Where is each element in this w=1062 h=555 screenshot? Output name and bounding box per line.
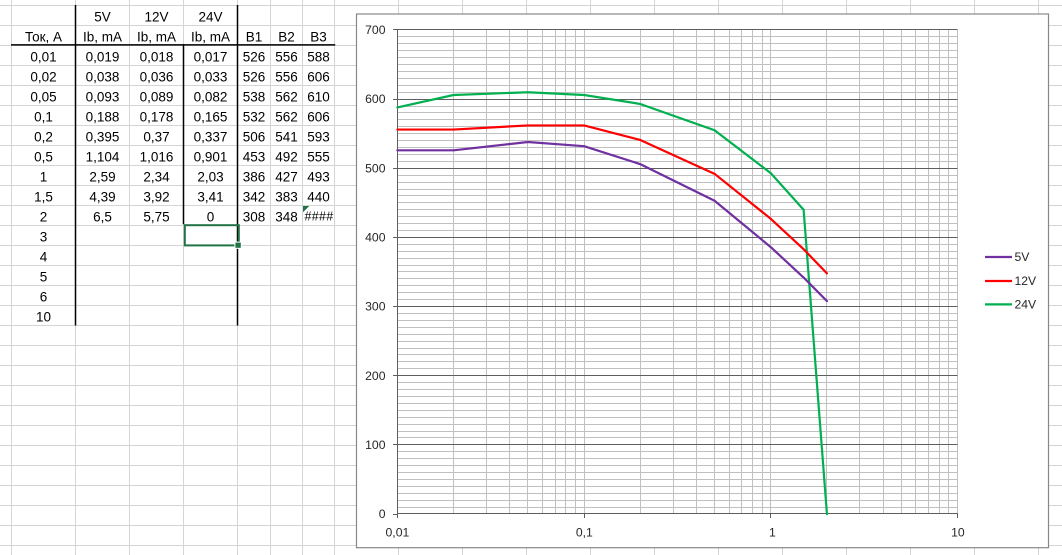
svg-text:600: 600 xyxy=(365,92,386,106)
svg-text:0,395: 0,395 xyxy=(86,129,120,144)
svg-text:493: 493 xyxy=(307,169,330,184)
svg-text:2,59: 2,59 xyxy=(89,169,115,184)
svg-text:593: 593 xyxy=(307,129,330,144)
svg-text:526: 526 xyxy=(243,49,266,64)
svg-text:427: 427 xyxy=(275,169,298,184)
svg-text:0,165: 0,165 xyxy=(194,109,228,124)
svg-text:3,92: 3,92 xyxy=(143,189,169,204)
svg-text:588: 588 xyxy=(307,49,330,64)
svg-text:2: 2 xyxy=(40,209,48,224)
svg-text:5V: 5V xyxy=(1015,250,1031,264)
svg-text:0,01: 0,01 xyxy=(386,526,410,540)
svg-text:555: 555 xyxy=(307,149,330,164)
svg-text:0,093: 0,093 xyxy=(86,89,120,104)
svg-text:308: 308 xyxy=(243,209,266,224)
svg-text:3,41: 3,41 xyxy=(197,189,223,204)
svg-text:0,038: 0,038 xyxy=(86,69,120,84)
svg-text:0,017: 0,017 xyxy=(194,49,228,64)
svg-text:1: 1 xyxy=(769,526,776,540)
svg-text:610: 610 xyxy=(307,89,330,104)
svg-text:10: 10 xyxy=(951,526,965,540)
svg-text:12V: 12V xyxy=(1015,274,1038,288)
svg-text:0,05: 0,05 xyxy=(30,89,56,104)
svg-text:0,018: 0,018 xyxy=(140,49,174,64)
svg-text:0,37: 0,37 xyxy=(143,129,169,144)
svg-text:24V: 24V xyxy=(1015,298,1038,312)
svg-text:453: 453 xyxy=(243,149,266,164)
svg-text:24V: 24V xyxy=(198,9,222,24)
svg-text:B2: B2 xyxy=(278,29,295,44)
svg-text:0: 0 xyxy=(379,507,386,521)
svg-text:Ib, mA: Ib, mA xyxy=(191,29,230,44)
svg-text:0,901: 0,901 xyxy=(194,149,228,164)
svg-text:0,089: 0,089 xyxy=(140,89,174,104)
svg-text:B1: B1 xyxy=(246,29,263,44)
svg-text:0,1: 0,1 xyxy=(34,109,53,124)
svg-text:0,02: 0,02 xyxy=(30,69,56,84)
svg-text:1,5: 1,5 xyxy=(34,189,53,204)
svg-text:0,5: 0,5 xyxy=(34,149,53,164)
svg-text:0,036: 0,036 xyxy=(140,69,174,84)
svg-text:0,082: 0,082 xyxy=(194,89,228,104)
svg-text:5V: 5V xyxy=(94,9,111,24)
svg-text:1,016: 1,016 xyxy=(140,149,174,164)
svg-text:200: 200 xyxy=(365,369,386,383)
svg-text:526: 526 xyxy=(243,69,266,84)
svg-text:Ток, А: Ток, А xyxy=(25,29,62,44)
svg-text:4: 4 xyxy=(40,249,48,264)
svg-text:0,337: 0,337 xyxy=(194,129,228,144)
svg-text:0,033: 0,033 xyxy=(194,69,228,84)
svg-text:606: 606 xyxy=(307,69,330,84)
svg-text:383: 383 xyxy=(275,189,298,204)
svg-text:342: 342 xyxy=(243,189,266,204)
svg-text:1: 1 xyxy=(40,169,48,184)
svg-text:6,5: 6,5 xyxy=(93,209,112,224)
svg-text:506: 506 xyxy=(243,129,266,144)
svg-text:1,104: 1,104 xyxy=(86,149,120,164)
svg-text:2,34: 2,34 xyxy=(143,169,170,184)
svg-text:5,75: 5,75 xyxy=(143,209,169,224)
svg-text:440: 440 xyxy=(307,189,330,204)
svg-text:4,39: 4,39 xyxy=(89,189,115,204)
svg-text:B3: B3 xyxy=(310,29,327,44)
svg-text:400: 400 xyxy=(365,231,386,245)
svg-text:532: 532 xyxy=(243,109,266,124)
svg-text:5: 5 xyxy=(40,269,48,284)
svg-text:562: 562 xyxy=(275,89,298,104)
svg-text:348: 348 xyxy=(275,209,298,224)
svg-text:700: 700 xyxy=(365,23,386,37)
svg-text:0,019: 0,019 xyxy=(86,49,120,64)
svg-text:0,01: 0,01 xyxy=(30,49,56,64)
svg-text:0,178: 0,178 xyxy=(140,109,174,124)
svg-text:0,1: 0,1 xyxy=(576,526,593,540)
svg-text:Ib, mA: Ib, mA xyxy=(137,29,176,44)
svg-text:538: 538 xyxy=(243,89,266,104)
svg-text:556: 556 xyxy=(275,49,298,64)
svg-text:Ib, mA: Ib, mA xyxy=(83,29,122,44)
svg-text:10: 10 xyxy=(36,309,51,324)
svg-text:####: #### xyxy=(304,210,333,224)
svg-text:386: 386 xyxy=(243,169,266,184)
svg-text:0,188: 0,188 xyxy=(86,109,120,124)
svg-text:100: 100 xyxy=(365,438,386,452)
svg-text:500: 500 xyxy=(365,161,386,175)
svg-text:0: 0 xyxy=(207,209,215,224)
svg-text:606: 606 xyxy=(307,109,330,124)
svg-text:0,2: 0,2 xyxy=(34,129,53,144)
svg-text:541: 541 xyxy=(275,129,298,144)
svg-text:492: 492 xyxy=(275,149,298,164)
svg-text:12V: 12V xyxy=(144,9,168,24)
svg-text:3: 3 xyxy=(40,229,48,244)
svg-text:300: 300 xyxy=(365,300,386,314)
svg-text:6: 6 xyxy=(40,289,48,304)
svg-text:562: 562 xyxy=(275,109,298,124)
svg-text:556: 556 xyxy=(275,69,298,84)
svg-text:2,03: 2,03 xyxy=(197,169,223,184)
